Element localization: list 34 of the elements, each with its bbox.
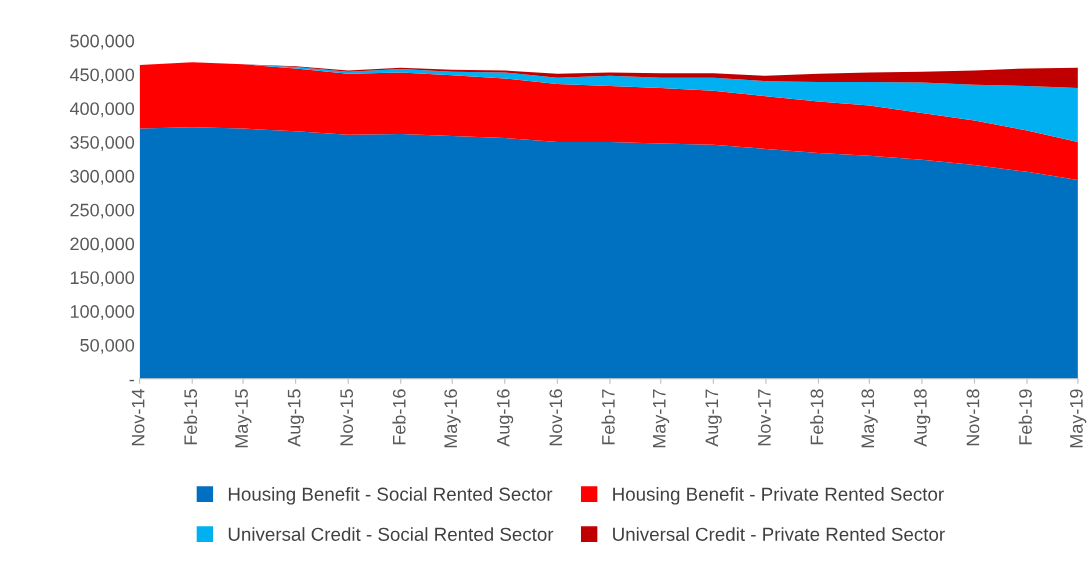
x-tick-label: Nov-15 [340, 389, 354, 446]
x-tick-label: May-15 [235, 389, 252, 448]
y-tick-label: 150,000 [70, 271, 135, 287]
x-tick-label: May-19 [1069, 389, 1087, 448]
x-tick-label: Feb-17 [601, 389, 615, 445]
x-tick-label: May-16 [444, 389, 461, 448]
x-tick-label: Feb-19 [1018, 389, 1032, 445]
x-tick-label: May-18 [861, 389, 878, 448]
y-tick-label: 250,000 [70, 203, 135, 219]
x-tick-label: Aug-16 [496, 389, 514, 447]
legend-label: Universal Credit - Private Rented Sector [613, 527, 945, 541]
x-tick-label: Feb-15 [183, 389, 198, 445]
y-tick-label: 200,000 [70, 237, 135, 253]
x-tick-label: Feb-18 [810, 389, 824, 445]
legend-label: Housing Benefit - Social Rented Sector [228, 487, 553, 505]
y-tick-label: 300,000 [70, 169, 135, 185]
x-tick-label: Aug-18 [913, 389, 931, 447]
x-tick-label: Nov-18 [966, 389, 980, 446]
x-tick-label: May-17 [653, 389, 670, 448]
y-tick-label: 100,000 [70, 305, 135, 321]
y-tick-label: 400,000 [69, 102, 135, 118]
legend-label: Housing Benefit - Private Rented Sector [613, 487, 944, 505]
x-tick-label: Aug-17 [705, 389, 722, 447]
x-tick-label: Nov-17 [758, 389, 771, 446]
x-tick-label: Feb-16 [392, 389, 406, 445]
x-tick-label: Nov-14 [131, 389, 145, 446]
y-tick-label: 450,000 [69, 68, 135, 84]
legend-label: Universal Credit - Social Rented Sector [228, 527, 554, 541]
x-tick-label: Aug-15 [287, 389, 305, 447]
y-tick-label: 500,000 [70, 34, 135, 50]
y-tick-label: - [129, 379, 134, 382]
y-tick-label: 50,000 [80, 338, 135, 354]
x-tick-label: Nov-16 [549, 389, 563, 446]
y-tick-label: 350,000 [70, 136, 135, 151]
